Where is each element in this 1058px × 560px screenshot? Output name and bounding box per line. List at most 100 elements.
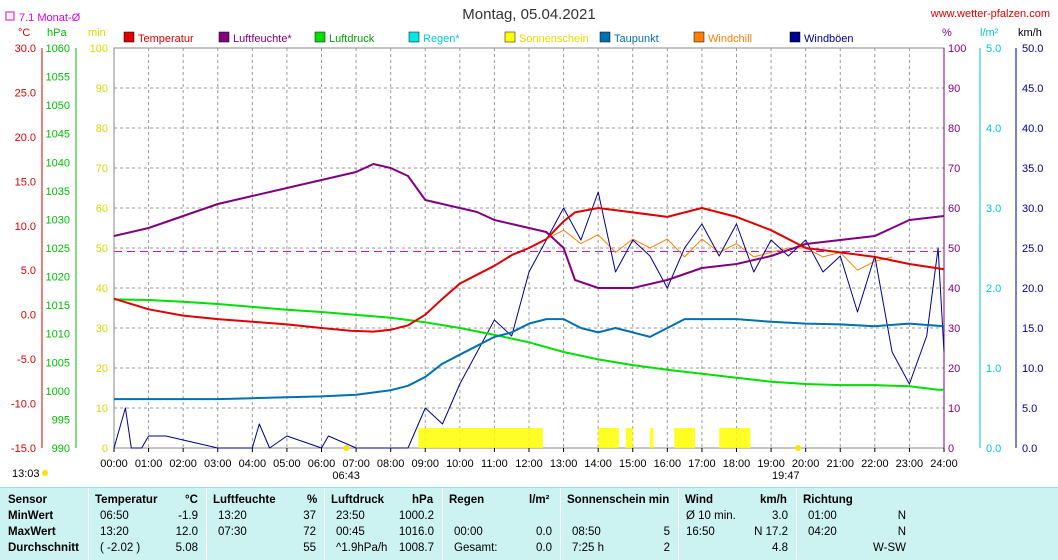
stats-direction-value: W-SW [872,542,906,554]
humidity-tick-label: 0 [948,443,954,455]
pressure-tick-label: 1010 [46,329,70,341]
monthly-avg-label: 7.1 Monat-Ø [19,12,81,24]
x-tick-label: 10:00 [446,458,474,470]
wind-tick-label: 50.0 [1022,43,1043,55]
stats-temp-value: 5.08 [175,542,198,554]
wind-tick-label: 10.0 [1022,363,1043,375]
legend-label: Windchill [708,33,752,45]
stats-sunshine-time: 7:25 h [572,542,604,554]
x-tick-label: 08:00 [377,458,405,470]
legend-swatch [599,31,611,43]
stats-wind-time: 16:50 [686,526,715,538]
legend-label: Temperatur [138,33,194,45]
x-tick-label: 11:00 [481,458,508,470]
x-tick-label: 04:00 [239,458,267,470]
x-tick-label: 05:00 [273,458,301,470]
sunshine-bar [719,428,751,448]
temperature-tick-label: 15.0 [15,176,36,188]
temperature-tick-label: 5.0 [21,265,36,277]
rain-tick-label: 3.0 [986,203,1001,215]
stats-header-rain-unit: l/m² [529,494,550,506]
humidity-tick-label: 50 [948,243,960,255]
humidity-tick-label: 90 [948,83,960,95]
legend-label: Windböen [804,33,854,45]
x-tick-label: 21:00 [826,458,854,470]
humidity-tick-label: 20 [948,363,960,375]
stats-rain-value: 0.0 [536,542,552,554]
unit-lm2: l/m² [980,27,999,39]
temperature-tick-label: 30.0 [15,43,36,55]
sunshine-tick-label: 60 [96,203,108,215]
stats-table: Sensor Temperatur °C Luftfeuchte % Luftd… [0,487,1058,560]
humidity-tick-label: 40 [948,283,960,295]
legend-swatch [693,31,705,43]
wind-tick-label: 35.0 [1022,163,1043,175]
sunset-icon [795,445,802,451]
humidity-tick-label: 30 [948,323,960,335]
stats-header-pressure-unit: hPa [412,494,434,506]
series-temperature [113,207,945,333]
pressure-tick-label: 1040 [46,157,70,169]
sun-icon [42,470,48,476]
stats-pressure-time: ^1.9hPa/h [336,542,388,554]
sunshine-bar [625,428,633,448]
stats-direction-value: N [897,510,906,522]
x-tick-label: 12:00 [515,458,543,470]
sunshine-tick-label: 70 [96,163,108,175]
sunshine-bar [598,428,619,448]
stats-header-pressure: Luftdruck [331,494,385,506]
stats-humidity-value: 55 [303,542,316,554]
stats-humidity-time: 07:30 [218,526,247,538]
wind-tick-label: 20.0 [1022,283,1043,295]
sunshine-tick-label: 20 [96,363,108,375]
pressure-tick-label: 1055 [46,72,70,84]
pressure-tick-label: 990 [52,443,70,455]
stats-row-label: MaxWert [8,526,56,538]
wind-tick-label: 30.0 [1022,203,1043,215]
sunshine-tick-label: 10 [96,403,108,415]
legend-label: Taupunkt [614,33,659,45]
stats-temp-value: 12.0 [175,526,198,538]
sunshine-bar [650,428,654,448]
stats-pressure-value: 1016.0 [398,526,434,538]
stats-humidity-value: 72 [303,526,316,538]
stats-pressure-time: 00:45 [336,526,365,538]
sunshine-tick-label: 50 [96,243,108,255]
pressure-tick-label: 1015 [46,300,70,312]
pressure-tick-label: 1050 [46,100,70,112]
stats-wind-time: Ø 10 min. [686,510,736,522]
stats-header-direction: Richtung [803,494,853,506]
wind-tick-label: 45.0 [1022,83,1043,95]
stats-sunshine-value: 2 [663,542,670,554]
legend-swatch [218,31,230,43]
x-tick-label: 14:00 [584,458,612,470]
pressure-tick-label: 1005 [46,357,70,369]
pressure-tick-label: 1030 [46,214,70,226]
stats-rain-time: Gesamt: [454,542,498,554]
unit-percent: % [942,27,952,39]
series-dewpoint [114,318,945,401]
unit-hpa: hPa [47,27,67,39]
rain-tick-label: 0.0 [986,443,1001,455]
rain-tick-label: 4.0 [986,123,1001,135]
stats-direction-time: 04:20 [808,526,837,538]
legend-label: Luftfeuchte* [233,33,292,45]
legend-swatch [314,31,326,43]
series-pressure [113,298,944,391]
unit-min: min [88,27,106,39]
legend-swatch [408,31,420,43]
sunshine-tick-label: 100 [90,43,108,55]
x-tick-label: 06:00 [308,458,336,470]
stats-header-wind: Wind [685,494,713,506]
stats-header-humidity-unit: % [307,494,318,506]
x-tick-label: 16:00 [654,458,682,470]
x-tick-label: 07:00 [342,458,370,470]
stats-pressure-value: 1000.2 [398,510,434,522]
pressure-tick-label: 1020 [46,272,70,284]
sunshine-bar [674,428,695,448]
pressure-tick-label: 1060 [46,43,70,55]
temperature-tick-label: -5.0 [17,354,36,366]
site-link[interactable]: www.wetter-pfalzen.com [930,8,1050,20]
stats-header-sunshine: Sonnenschein min [567,494,670,506]
legend-swatch [789,31,801,43]
